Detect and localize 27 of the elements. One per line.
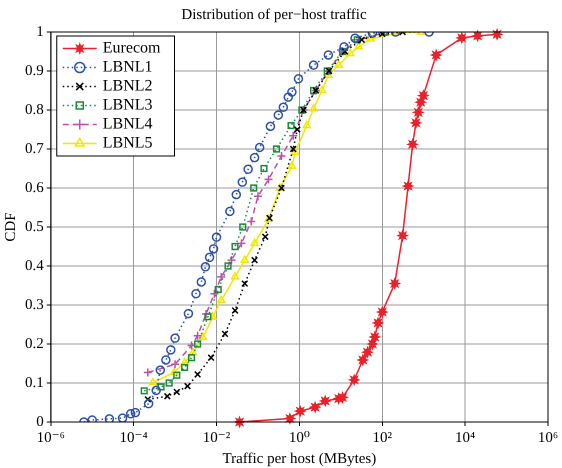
y-tick-label: 0.6 (25, 180, 44, 196)
x-tick-label: 10⁻² (202, 430, 231, 446)
chart-title: Distribution of per−host traffic (181, 6, 367, 23)
x-tick-label: 10⁰ (288, 430, 310, 446)
y-tick-label: 0.5 (25, 218, 44, 235)
y-tick-label: 0.3 (25, 296, 44, 313)
y-tick-label: 0.1 (25, 374, 44, 391)
y-tick-label: 0.7 (25, 140, 44, 157)
x-tick-label: 10⁶ (538, 430, 558, 446)
legend-label: LBNL1 (102, 58, 153, 76)
y-tick-label: 0.4 (25, 258, 44, 274)
x-tick-label: 10⁻⁶ (36, 430, 65, 446)
y-tick-label: 0.9 (25, 62, 44, 79)
x-tick-label: 10⁴ (455, 430, 476, 446)
legend-label: LBNL2 (102, 78, 153, 95)
x-tick-label: 10⁻⁴ (120, 430, 148, 446)
y-tick-label: 0.2 (25, 336, 44, 352)
x-axis-title: Traffic per host (MBytes) (222, 450, 376, 467)
x-tick-label: 10² (372, 430, 392, 446)
y-axis-title: CDF (2, 212, 19, 242)
legend-label: Eurecom (102, 40, 162, 57)
legend-label: LBNL5 (102, 134, 153, 152)
y-tick-label: 1 (36, 24, 44, 40)
legend-label: LBNL3 (102, 96, 153, 114)
y-tick-label: 0 (36, 414, 44, 430)
legend-label: LBNL4 (102, 116, 153, 133)
y-tick-label: 0.8 (25, 102, 44, 118)
